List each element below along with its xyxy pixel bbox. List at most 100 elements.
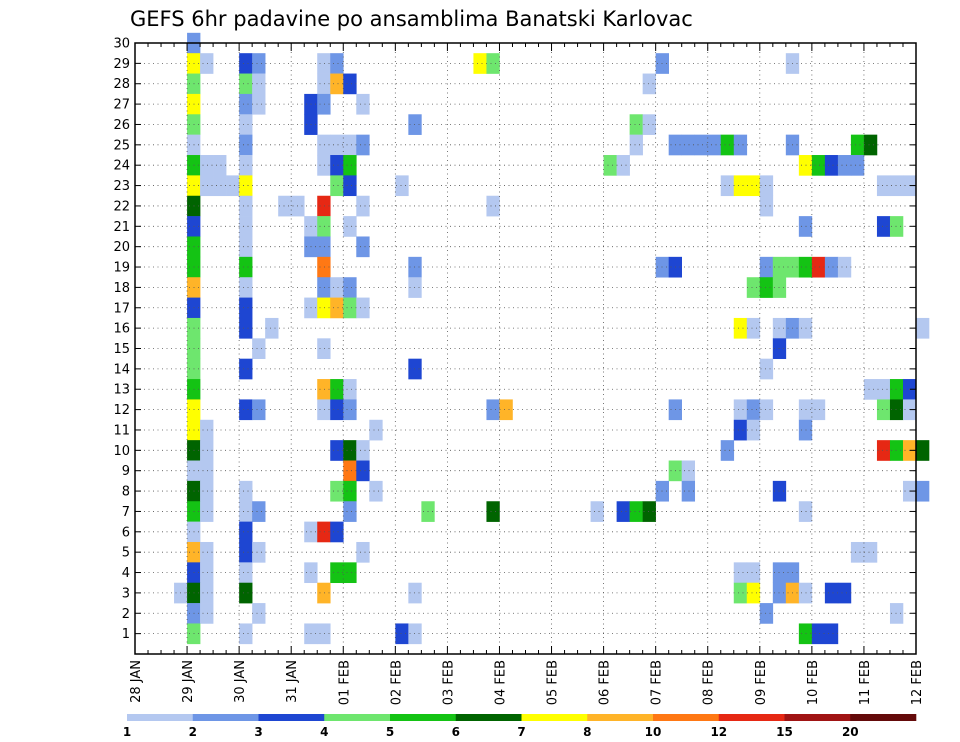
heatmap-cell-221 <box>356 541 370 563</box>
heatmap-cell-161 <box>759 399 774 421</box>
heatmap-cell-203 <box>252 501 266 522</box>
x-tick-label-8: 05 FEB <box>546 660 561 705</box>
heatmap-cell-90 <box>889 216 904 237</box>
heatmap-cell-220 <box>252 541 266 563</box>
chart-title: GEFS 6hr padavine po ansamblima Banatski… <box>130 7 693 31</box>
heatmap-cell-154 <box>330 399 344 421</box>
heatmap-cell-87 <box>343 216 357 237</box>
heatmap-cell-97 <box>239 256 253 278</box>
x-tick-label-10: 07 FEB <box>650 660 665 705</box>
heatmap-cell-70 <box>746 175 761 197</box>
heatmap-cell-34 <box>343 134 357 156</box>
heatmap-cell-146 <box>863 379 878 400</box>
y-tick-label-8: 8 <box>122 485 130 500</box>
legend-label-10: 10 <box>645 725 662 739</box>
heatmap-cell-119 <box>239 297 253 319</box>
y-tick-label-1: 1 <box>122 627 130 642</box>
x-axis: 28 JAN 29 JAN 30 JAN 31 JAN 01 FEB 02 FEB 03 F… <box>129 43 925 705</box>
heatmap-cell-16 <box>343 73 357 95</box>
x-tick-label-0: 28 JAN <box>129 660 144 703</box>
heatmap-cell-31 <box>239 134 253 156</box>
x-tick-label-6: 03 FEB <box>441 660 456 705</box>
heatmap-cell-13 <box>252 73 266 95</box>
heatmap-cell-193 <box>343 480 357 502</box>
heatmap-cell-226 <box>239 562 253 584</box>
heatmap-cell-165 <box>889 399 904 421</box>
legend-swatch-1 <box>192 714 259 721</box>
heatmap-cell-35 <box>356 134 370 156</box>
heatmap-cell-58 <box>837 155 852 176</box>
heatmap-cell-107 <box>824 256 839 278</box>
heatmap-cell-124 <box>356 297 370 319</box>
heatmap-cell-260 <box>824 623 839 645</box>
color-legend: 1 2 3 4 5 6 7 8 10 12 15 20 <box>123 714 917 739</box>
heatmap-cell-199 <box>916 480 930 502</box>
heatmap-cell-98 <box>317 256 331 278</box>
heatmap-cell-249 <box>252 603 266 624</box>
y-tick-label-6: 6 <box>122 525 130 540</box>
heatmap-cell-80 <box>356 195 370 217</box>
heatmap-cell-17 <box>642 73 656 95</box>
heatmap-cell-238 <box>317 582 331 604</box>
legend-label-6: 6 <box>452 725 460 739</box>
heatmap-cell-65 <box>330 175 344 197</box>
heatmap-cell-169 <box>369 419 383 441</box>
heatmap-cell-28 <box>629 114 643 135</box>
heatmap-cell-157 <box>499 399 513 421</box>
heatmap-cell-191 <box>239 480 253 502</box>
heatmap-cell-223 <box>863 541 878 563</box>
heatmap-cell-257 <box>408 623 422 645</box>
heatmap-cell-50 <box>317 155 331 176</box>
heatmap-cell-12 <box>239 73 253 95</box>
x-tick-label-3: 31 JAN <box>285 660 300 703</box>
y-tick-label-26: 26 <box>113 118 130 133</box>
y-tick-label-13: 13 <box>113 383 130 398</box>
heatmap-cell-241 <box>746 582 761 604</box>
heatmap-cell-72 <box>876 175 891 197</box>
y-tick-label-12: 12 <box>113 403 130 418</box>
heatmap-cell-7 <box>473 53 487 74</box>
heatmap-cell-89 <box>876 216 891 237</box>
legend-swatch-0 <box>127 714 194 721</box>
heatmap-cell-202 <box>239 501 253 522</box>
y-tick-label-17: 17 <box>113 301 130 316</box>
heatmap-cell-222 <box>850 541 865 563</box>
heatmap-cell-177 <box>356 440 370 461</box>
heatmap-cell-129 <box>746 317 761 339</box>
heatmap-cell-236 <box>200 582 214 604</box>
heatmap-cell-225 <box>200 562 214 584</box>
legend-swatch-2 <box>258 714 325 721</box>
x-tick-label-14: 11 FEB <box>858 660 873 705</box>
heatmap-cell-59 <box>850 155 865 176</box>
heatmap-cell-246 <box>837 582 852 604</box>
heatmap-cell-141 <box>759 358 774 380</box>
heatmap-cell-231 <box>746 562 761 584</box>
heatmap-cell-185 <box>343 460 357 482</box>
heatmap-cell-196 <box>681 480 696 502</box>
heatmap-cell-143 <box>317 379 331 400</box>
heatmap-cell-237 <box>239 582 253 604</box>
heatmap-cell-155 <box>343 399 357 421</box>
heatmap-cell-41 <box>720 134 735 156</box>
x-tick-label-5: 02 FEB <box>389 660 404 705</box>
heatmap-cell-4 <box>252 53 266 74</box>
heatmap-cell-159 <box>733 399 748 421</box>
x-tick-label-12: 09 FEB <box>754 660 769 705</box>
heatmap-cell-106 <box>811 256 826 278</box>
x-tick-label-1: 29 JAN <box>181 660 196 703</box>
legend-label-8: 8 <box>583 725 591 739</box>
legend-label-2: 2 <box>189 725 197 739</box>
heatmap-cell-210 <box>642 501 656 522</box>
legend-swatch-4 <box>390 714 457 721</box>
y-tick-label-11: 11 <box>113 423 130 438</box>
legend-label-5: 5 <box>386 725 394 739</box>
heatmap-cell-42 <box>733 134 748 156</box>
heatmap-cell-151 <box>239 399 253 421</box>
heatmap-cell-32 <box>317 134 331 156</box>
y-tick-label-19: 19 <box>113 261 130 276</box>
heatmap-cell-126 <box>239 317 253 339</box>
heatmap-cell-67 <box>395 175 409 197</box>
heatmap-cell-133 <box>916 317 930 339</box>
y-tick-label-9: 9 <box>122 464 130 479</box>
y-tick-label-16: 16 <box>113 322 130 337</box>
